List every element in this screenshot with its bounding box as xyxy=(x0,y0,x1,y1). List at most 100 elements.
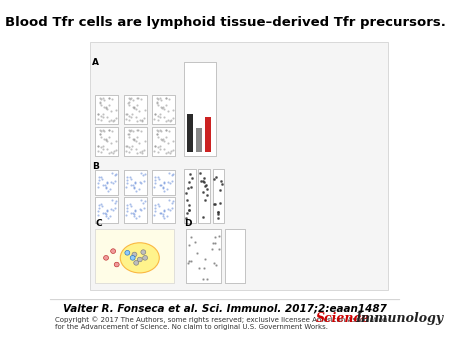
Point xyxy=(169,115,176,120)
Point xyxy=(156,96,163,101)
Point xyxy=(185,258,193,263)
Point xyxy=(130,213,138,219)
Point xyxy=(138,208,145,213)
Point xyxy=(122,185,130,190)
Point xyxy=(202,183,209,188)
Point xyxy=(122,148,130,153)
Point xyxy=(138,119,145,124)
Bar xyxy=(152,170,176,195)
Point xyxy=(126,201,133,207)
Point xyxy=(104,215,111,221)
Point xyxy=(188,184,195,190)
Point xyxy=(109,180,117,186)
Point xyxy=(125,100,132,105)
Point xyxy=(160,208,167,214)
Point xyxy=(134,95,141,100)
Point xyxy=(105,134,112,139)
Point xyxy=(94,111,102,117)
Point xyxy=(108,118,115,123)
Point xyxy=(166,208,173,213)
Point xyxy=(169,206,176,211)
Point xyxy=(159,213,166,219)
Point xyxy=(95,174,102,180)
Point xyxy=(153,127,161,132)
Point xyxy=(134,127,141,133)
Bar xyxy=(212,169,224,223)
Point xyxy=(162,118,169,124)
Point xyxy=(184,185,192,191)
Point xyxy=(97,113,104,118)
Point xyxy=(103,184,110,189)
Point xyxy=(200,179,207,184)
Point xyxy=(112,115,119,120)
Point xyxy=(187,171,194,176)
Text: Blood Tfr cells are lymphoid tissue–derived Tfr precursors.: Blood Tfr cells are lymphoid tissue–deri… xyxy=(4,17,446,29)
Point xyxy=(109,197,116,203)
Point xyxy=(213,263,220,268)
Bar xyxy=(95,230,174,283)
Point xyxy=(99,143,107,149)
Point xyxy=(97,103,104,108)
Point xyxy=(105,96,112,101)
Point xyxy=(159,184,166,189)
Point xyxy=(154,128,162,134)
Point xyxy=(152,208,159,213)
Point xyxy=(109,128,116,134)
Point xyxy=(197,170,204,175)
Point xyxy=(136,206,143,212)
Point xyxy=(168,172,176,178)
Point xyxy=(94,144,102,149)
Point xyxy=(134,134,141,139)
Point xyxy=(199,214,206,219)
Point xyxy=(185,207,192,213)
Point xyxy=(136,140,143,146)
Point xyxy=(126,97,133,102)
Circle shape xyxy=(143,256,148,260)
Point xyxy=(162,95,170,100)
Point xyxy=(156,147,163,152)
Point xyxy=(108,108,115,114)
Point xyxy=(123,111,130,117)
Point xyxy=(204,276,211,282)
Point xyxy=(211,176,218,182)
Point xyxy=(158,97,165,102)
Point xyxy=(99,127,107,133)
Point xyxy=(169,107,176,112)
Point xyxy=(141,171,148,176)
Point xyxy=(156,112,163,117)
Point xyxy=(132,207,139,212)
Point xyxy=(166,197,173,203)
Point xyxy=(154,149,162,154)
Point xyxy=(95,178,102,183)
Point xyxy=(134,127,141,132)
Point xyxy=(134,118,141,124)
Point xyxy=(128,147,135,152)
Point xyxy=(158,183,165,188)
Point xyxy=(107,214,114,219)
Point xyxy=(103,104,110,110)
Point xyxy=(153,131,161,136)
Point xyxy=(108,140,115,146)
Bar xyxy=(95,170,118,195)
Point xyxy=(131,136,138,142)
Point xyxy=(211,202,218,207)
Point xyxy=(161,138,168,144)
Point xyxy=(99,176,106,182)
Point xyxy=(126,128,133,134)
Point xyxy=(216,234,223,239)
Point xyxy=(140,115,148,120)
Point xyxy=(152,180,159,186)
Point xyxy=(132,215,140,221)
Point xyxy=(97,135,104,140)
Point xyxy=(104,180,111,186)
Point xyxy=(105,150,112,155)
Point xyxy=(126,174,133,179)
Point xyxy=(188,175,195,181)
Bar xyxy=(95,197,118,223)
Point xyxy=(215,247,222,252)
Bar xyxy=(152,197,176,223)
Circle shape xyxy=(130,256,135,260)
Point xyxy=(99,183,106,188)
Point xyxy=(186,243,193,248)
Point xyxy=(160,179,167,185)
